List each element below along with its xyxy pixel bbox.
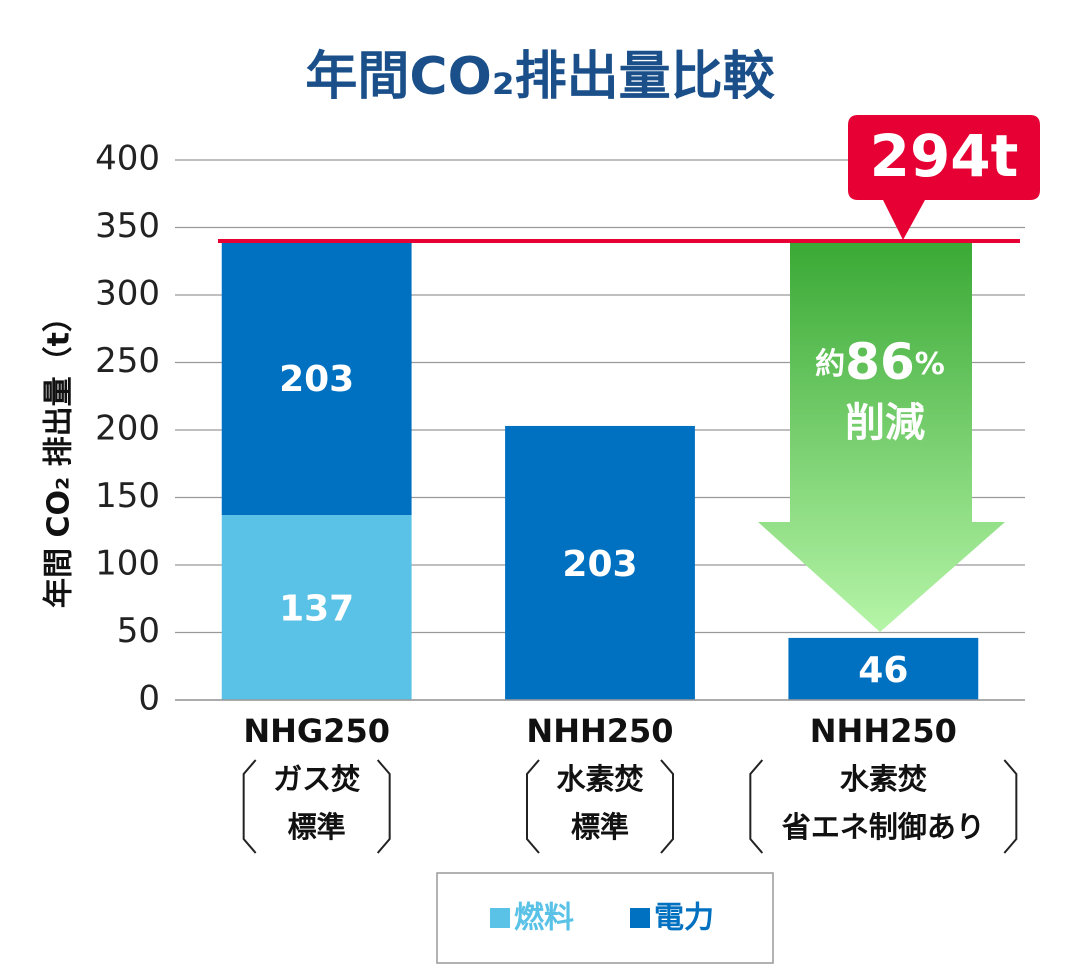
bracket <box>749 759 764 854</box>
bracket <box>242 759 257 854</box>
x-tick-sublabel: 省エネ制御あり <box>782 810 985 844</box>
bracket <box>526 759 540 854</box>
legend: 燃料 電力 <box>490 901 714 936</box>
legend-swatch <box>630 908 650 928</box>
bracket <box>376 759 391 854</box>
y-tick-label: 50 <box>117 611 160 651</box>
y-tick-label: 0 <box>138 679 160 719</box>
reduction-amount: 294t <box>870 122 1019 190</box>
y-tick-label: 400 <box>95 139 160 179</box>
data-label: 46 <box>858 650 908 691</box>
x-tick-label: NHH250 <box>810 712 957 750</box>
bar-segment <box>505 425 695 700</box>
y-tick-label: 100 <box>95 544 160 584</box>
bar-segment <box>788 637 979 700</box>
legend-label: 電力 <box>654 901 714 936</box>
reduction-arrow <box>758 243 1005 632</box>
y-tick-label: 150 <box>95 476 160 516</box>
y-tick-label: 200 <box>95 409 160 449</box>
x-tick-sublabel: 水素焚 <box>556 762 643 796</box>
legend-box <box>436 872 774 964</box>
legend-label: 燃料 <box>514 901 574 936</box>
reduction-prefix: 約 <box>815 347 845 382</box>
x-tick-sublabel: 標準 <box>288 810 346 844</box>
callout <box>848 115 1040 240</box>
legend-swatch <box>490 908 510 928</box>
bar-segment <box>221 241 412 516</box>
x-tick-label: NHG250 <box>243 712 390 750</box>
bar-segment <box>221 515 412 700</box>
data-label: 203 <box>562 544 637 585</box>
bracket <box>1003 759 1018 854</box>
data-label: 137 <box>279 589 354 630</box>
y-tick-label: 350 <box>95 206 160 246</box>
reduction-word: 削減 <box>845 400 925 446</box>
x-tick-sublabel: ガス焚 <box>273 762 360 796</box>
data-label: 203 <box>279 359 354 400</box>
x-tick-label: NHH250 <box>526 712 673 750</box>
reduction-rate: 約86% <box>815 333 945 391</box>
y-tick-label: 250 <box>95 341 160 381</box>
x-tick-sublabel: 標準 <box>571 810 629 844</box>
reduction-unit: % <box>915 347 945 382</box>
bracket <box>660 759 674 854</box>
chart-title: 年間CO₂排出量比較 <box>305 47 775 107</box>
reduction-value: 86 <box>845 333 915 391</box>
x-tick-sublabel: 水素焚 <box>840 762 927 796</box>
y-axis-label: 年間 CO₂ 排出量（t） <box>42 302 77 608</box>
y-tick-label: 300 <box>95 274 160 314</box>
